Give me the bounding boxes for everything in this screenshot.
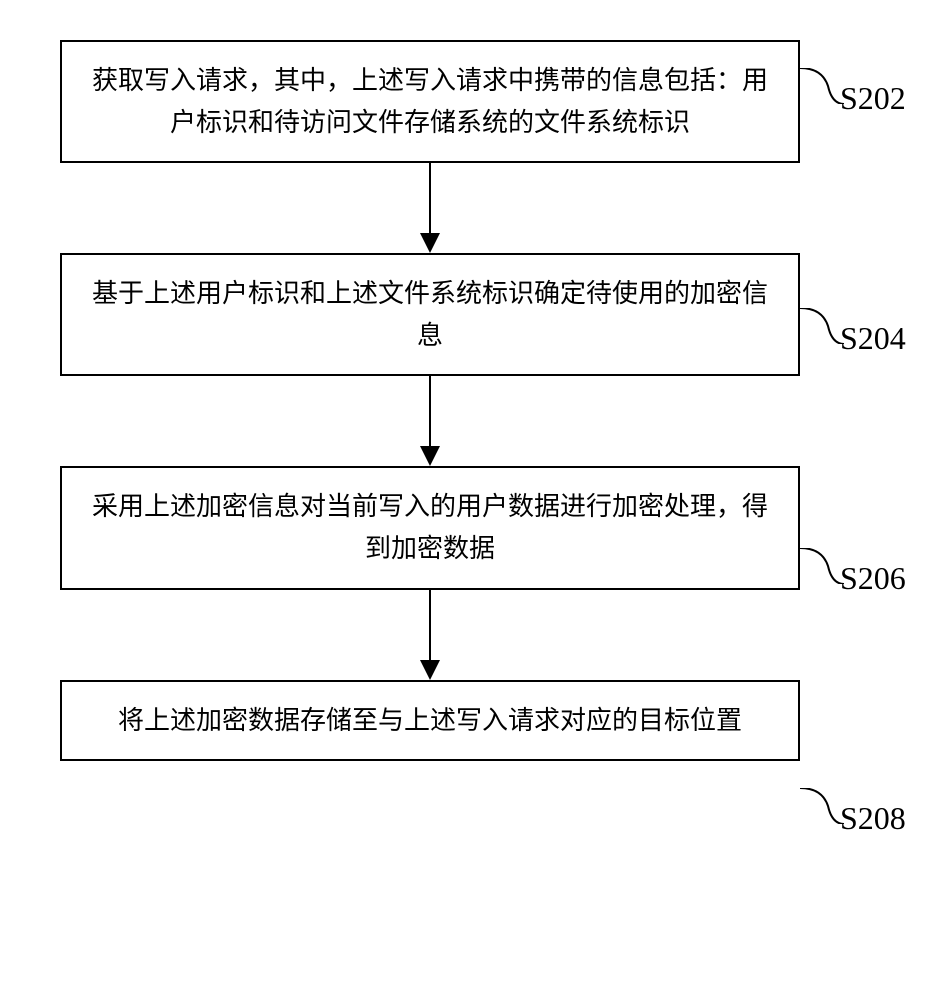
flow-arrow (60, 163, 800, 253)
flow-arrow (60, 376, 800, 466)
step-label-s202: S202 (840, 80, 906, 117)
label-connector (800, 308, 844, 344)
flow-step-s206: 采用上述加密信息对当前写入的用户数据进行加密处理，得到加密数据 (60, 466, 800, 589)
step-label-s206: S206 (840, 560, 906, 597)
flow-step-s208: 将上述加密数据存储至与上述写入请求对应的目标位置 (60, 680, 800, 762)
label-connector (800, 788, 844, 824)
flow-step-text: 采用上述加密信息对当前写入的用户数据进行加密处理，得到加密数据 (92, 492, 768, 563)
label-connector (800, 548, 844, 584)
flow-step-text: 将上述加密数据存储至与上述写入请求对应的目标位置 (118, 706, 742, 735)
flowchart-container: 获取写入请求，其中，上述写入请求中携带的信息包括：用户标识和待访问文件存储系统的… (60, 40, 800, 761)
flow-step-s204: 基于上述用户标识和上述文件系统标识确定待使用的加密信息 (60, 253, 800, 376)
label-connector (800, 68, 844, 104)
step-label-s208: S208 (840, 800, 906, 837)
flow-step-s202: 获取写入请求，其中，上述写入请求中携带的信息包括：用户标识和待访问文件存储系统的… (60, 40, 800, 163)
flow-step-text: 基于上述用户标识和上述文件系统标识确定待使用的加密信息 (92, 279, 768, 350)
flow-arrow (60, 590, 800, 680)
step-label-s204: S204 (840, 320, 906, 357)
flow-step-text: 获取写入请求，其中，上述写入请求中携带的信息包括：用户标识和待访问文件存储系统的… (92, 66, 768, 137)
